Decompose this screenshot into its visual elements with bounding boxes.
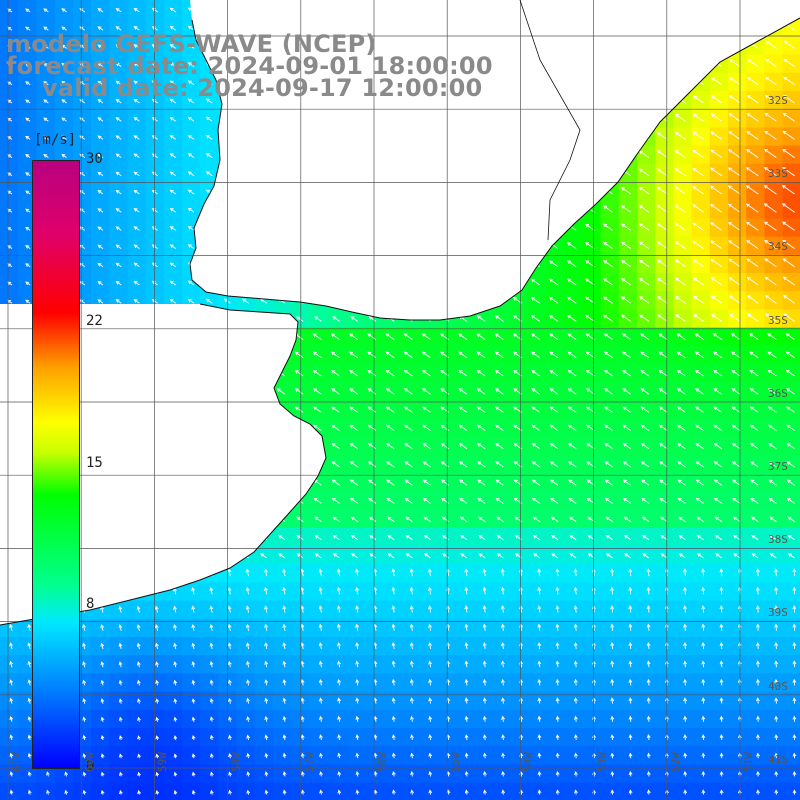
lat-label: 32S	[768, 94, 788, 107]
colorbar	[32, 160, 80, 769]
lon-label: 59W	[156, 752, 170, 772]
lon-label: 55W	[449, 752, 463, 772]
lon-label: 52W	[668, 752, 682, 772]
valid-date: valid date: 2024-09-17 12:00:00	[42, 74, 483, 102]
model-title: modelo GEFS-WAVE (NCEP)	[6, 30, 377, 58]
lon-label: 60W	[83, 752, 97, 772]
colorbar-units: [m/s]	[34, 132, 77, 148]
lat-label: 35S	[768, 313, 788, 327]
lat-label: 37S	[768, 460, 788, 473]
lon-label: 57W	[302, 752, 316, 772]
lat-label: 41S	[768, 752, 788, 766]
coastline	[0, 0, 800, 626]
lat-label: 34S	[768, 240, 788, 254]
colorbar-tick-label: 8	[86, 596, 95, 613]
lon-label: 56W	[376, 752, 389, 772]
colorbar-tick-label: 30	[86, 151, 103, 167]
lon-label: 54W	[522, 752, 536, 772]
lat-label: 38S	[768, 533, 788, 547]
forecast-date: forecast date: 2024-09-01 18:00:00	[6, 52, 493, 80]
colorbar-tick-label: 15	[86, 454, 103, 471]
lat-label: 36S	[768, 386, 788, 400]
colorbar-tick-label: 0	[86, 758, 95, 774]
lat-label: 40S	[768, 679, 788, 693]
lon-label: 53W	[595, 752, 609, 772]
lat-label: 33S	[768, 167, 788, 181]
lat-label: 39S	[768, 606, 788, 620]
lon-label: 51W	[742, 752, 755, 772]
colorbar-tick-label: 22	[86, 312, 103, 329]
lon-label: 61W	[10, 752, 23, 772]
lon-label: 58W	[229, 752, 243, 772]
